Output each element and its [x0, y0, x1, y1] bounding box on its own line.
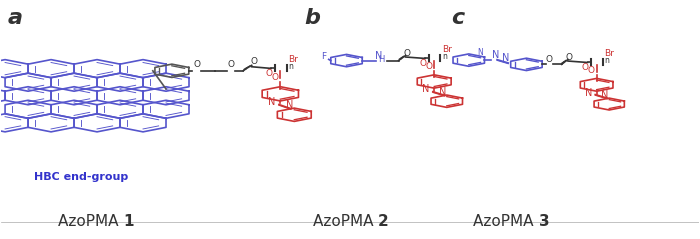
Text: O: O — [251, 57, 258, 66]
Text: N: N — [502, 53, 509, 63]
Text: N: N — [584, 87, 592, 98]
Text: O: O — [228, 60, 234, 69]
Text: a: a — [8, 8, 22, 28]
Text: 3: 3 — [538, 214, 550, 229]
Text: n: n — [442, 52, 447, 61]
Text: O: O — [582, 63, 589, 72]
Text: O: O — [194, 60, 201, 69]
Text: O: O — [403, 49, 410, 58]
Text: O: O — [425, 62, 432, 71]
Text: c: c — [452, 8, 465, 28]
Text: AzoPMA: AzoPMA — [57, 214, 123, 229]
Text: N: N — [422, 84, 430, 94]
Text: 1: 1 — [123, 214, 134, 229]
Text: N: N — [286, 100, 293, 110]
Text: O: O — [265, 70, 272, 78]
Text: AzoPMA: AzoPMA — [473, 214, 538, 229]
Text: O: O — [566, 53, 573, 62]
Text: Br: Br — [442, 45, 452, 54]
Text: b: b — [304, 8, 321, 28]
Text: N: N — [477, 48, 482, 57]
Text: N: N — [439, 87, 447, 97]
Text: n: n — [288, 62, 293, 71]
Text: O: O — [587, 66, 594, 75]
Text: N: N — [492, 50, 499, 60]
Text: 2: 2 — [378, 214, 388, 229]
Text: O: O — [419, 59, 426, 68]
Text: O: O — [545, 55, 552, 65]
Text: N: N — [267, 97, 275, 107]
Text: Br: Br — [604, 49, 614, 58]
Text: HBC end-group: HBC end-group — [34, 172, 128, 182]
Text: N: N — [375, 51, 383, 61]
Text: O: O — [271, 73, 278, 81]
Text: F: F — [321, 52, 326, 61]
Text: Br: Br — [288, 55, 298, 64]
Text: H: H — [379, 55, 385, 64]
Text: n: n — [604, 56, 609, 65]
Text: N: N — [601, 90, 609, 100]
Text: AzoPMA: AzoPMA — [313, 214, 378, 229]
